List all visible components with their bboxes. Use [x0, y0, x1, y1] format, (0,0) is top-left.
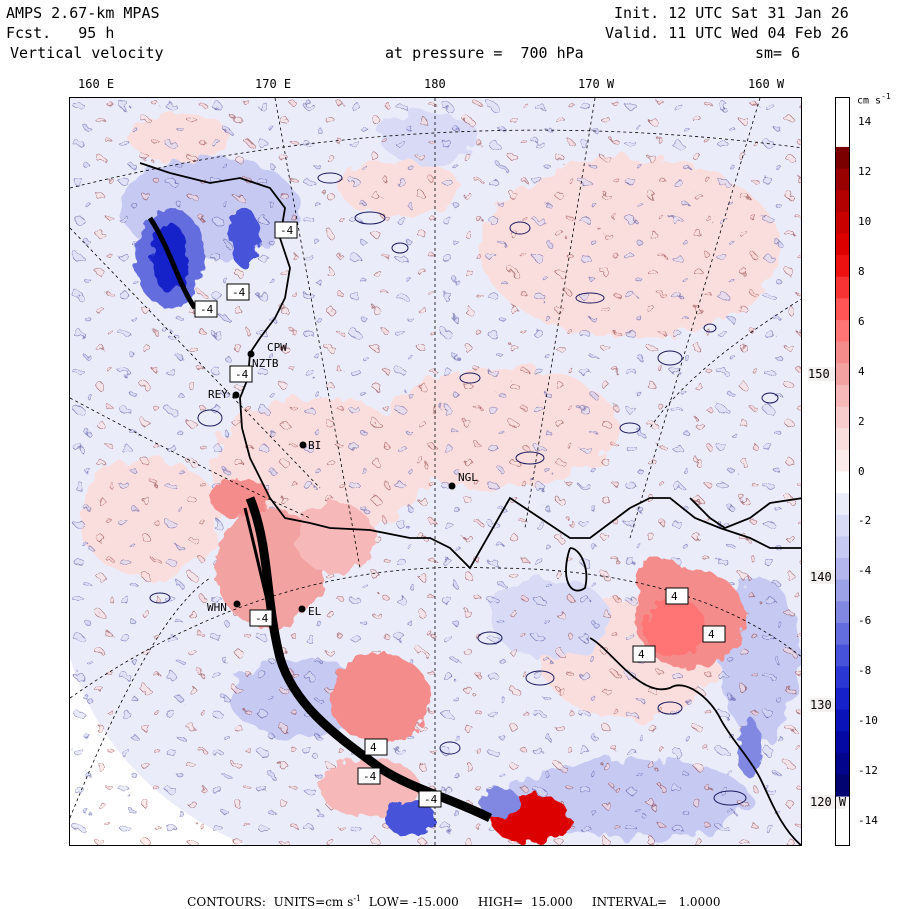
contour-label: -4 — [424, 793, 438, 806]
contour-label: -4 — [280, 224, 294, 237]
valid-time: Valid. 11 UTC Wed 04 Feb 26 — [605, 24, 849, 42]
colorbar-swatch — [836, 493, 849, 516]
colorbar-swatch — [836, 731, 849, 754]
station-bi: BI — [308, 439, 322, 452]
lon-label-180: 180 — [424, 77, 446, 91]
colorbar-swatch — [836, 146, 849, 170]
contour-label: -4 — [235, 368, 249, 381]
colorbar-swatch — [836, 190, 849, 213]
colorbar-tick-label: -6 — [858, 614, 872, 628]
colorbar-swatch — [836, 709, 849, 732]
colorbar-tick-label: 8 — [858, 264, 865, 278]
lon-label-170e: 170 E — [255, 77, 292, 91]
contour-loops — [149, 172, 779, 806]
colorbar-swatch — [836, 363, 849, 386]
colorbar-tick-label: -4 — [858, 564, 872, 578]
station-nztb: NZTB — [252, 357, 279, 370]
contour-label: -4 — [200, 303, 214, 316]
colorbar-swatch — [836, 384, 849, 408]
graticule — [70, 98, 801, 845]
colorbar-swatch — [836, 622, 849, 646]
contour-label: -4 — [255, 612, 269, 625]
vertical-velocity-map: -4 -4 -4 4 4 -4 4 4 -4 -4 -4 — [70, 98, 801, 845]
lon-label-160e: 160 E — [78, 77, 115, 91]
colorbar-swatch — [836, 428, 849, 451]
colorbar-swatch — [836, 233, 849, 256]
contour-label: -4 — [363, 770, 377, 783]
colorbar-swatch — [836, 211, 849, 235]
contour-label: 4 — [708, 628, 715, 641]
colorbar-tick-label: -8 — [858, 664, 872, 678]
lat-label-120w: 120 W — [810, 795, 847, 809]
station-cpw: CPW — [267, 341, 287, 354]
contour-label-boxes: -4 -4 -4 4 4 -4 4 4 -4 -4 -4 — [194, 221, 726, 808]
colorbar-swatch — [836, 666, 849, 689]
lon-label-160w: 160 W — [748, 77, 785, 91]
colorbar-tick-label: -2 — [858, 514, 872, 528]
pressure-level: at pressure = 700 hPa — [385, 44, 584, 62]
colorbar-swatch — [836, 536, 849, 559]
model-title: AMPS 2.67-km MPAS — [6, 4, 160, 22]
colorbar-tick-label: 2 — [858, 414, 865, 428]
colorbar-tick-label: -12 — [858, 764, 878, 778]
map-panel[interactable]: -4 -4 -4 4 4 -4 4 4 -4 -4 -4 CPW NZTB RE… — [69, 97, 802, 846]
colorbar-swatch — [836, 774, 849, 797]
station-el: EL — [308, 605, 322, 618]
colorbar-swatch — [836, 276, 849, 299]
colorbar-tick-label: 0 — [858, 464, 865, 478]
colorbar-tick-label: 14 — [858, 115, 872, 128]
station-markers — [232, 350, 456, 613]
init-time: Init. 12 UTC Sat 31 Jan 26 — [614, 4, 849, 22]
colorbar-swatch — [836, 320, 849, 343]
colorbar-swatch — [836, 601, 849, 624]
contour-info: CONTOURS: UNITS=cm s-1 LOW= -15.000 HIGH… — [187, 894, 721, 909]
coastline — [139, 162, 801, 845]
colorbar-tick-label: 12 — [858, 164, 872, 178]
colorbar-swatch — [836, 644, 849, 667]
station-ngl: NGL — [458, 471, 478, 484]
colorbar-swatch — [836, 558, 849, 581]
colorbar-swatch — [836, 406, 849, 429]
smoothing: sm= 6 — [755, 44, 801, 62]
colorbar-swatch — [836, 449, 849, 473]
colorbar-tick-label: -10 — [858, 714, 878, 728]
colorbar-tick-label: -14 — [858, 814, 878, 827]
contour-label: 4 — [638, 648, 645, 661]
colorbar-swatch — [836, 579, 849, 602]
colorbar-swatch — [836, 752, 849, 775]
colorbar-swatch — [836, 298, 849, 321]
contour-label: -4 — [232, 286, 246, 299]
field-name: Vertical velocity — [10, 44, 164, 62]
colorbar — [835, 97, 850, 846]
station-whn: WHN — [207, 601, 227, 614]
colorbar-tick-label: 4 — [858, 364, 865, 378]
colorbar-tick-label: 10 — [858, 214, 872, 228]
colorbar-swatch — [836, 168, 849, 191]
colorbar-swatch — [836, 341, 849, 364]
contour-label: 4 — [370, 741, 377, 754]
forecast-hour: Fcst. 95 h — [6, 24, 115, 42]
colorbar-swatch — [836, 471, 849, 494]
colorbar-tick-label: 6 — [858, 314, 865, 328]
station-rey: REY — [208, 388, 228, 401]
colorbar-swatch — [836, 514, 849, 537]
colorbar-swatch — [836, 255, 849, 278]
lon-label-170w: 170 W — [578, 77, 615, 91]
colorbar-swatch — [836, 687, 849, 711]
contour-label: 4 — [671, 590, 678, 603]
colorbar-unit: cm s-1 — [857, 92, 891, 107]
